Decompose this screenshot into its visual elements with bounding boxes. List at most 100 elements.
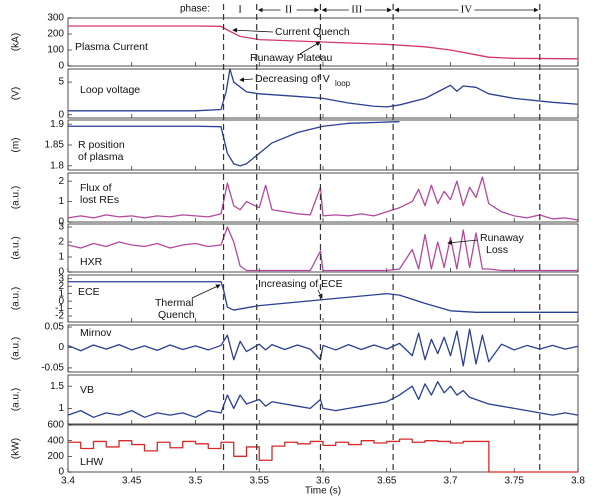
- y-axis-label: (kW): [11, 438, 22, 459]
- x-tick-label: 3.45: [122, 476, 142, 487]
- y-axis-label: (m): [11, 138, 22, 153]
- panel-frame: [67, 119, 579, 171]
- data-line: [68, 25, 579, 60]
- data-line: [67, 381, 579, 418]
- y-tick-label: 1: [58, 288, 64, 299]
- y-tick-label: 1.9: [50, 119, 64, 130]
- annotation: Current Quench: [275, 26, 350, 38]
- y-tick-label: -1: [55, 303, 64, 314]
- y-tick-label: 0.05: [45, 322, 65, 333]
- y-tick-label: -0.05: [41, 363, 64, 374]
- annotation: R position: [78, 139, 125, 151]
- annotation: VB: [80, 384, 94, 396]
- panel: (kA) 0 100 200 300 Plasma Current Current Quen…: [11, 13, 579, 72]
- annotation-arrow: [447, 239, 479, 245]
- y-tick-label: 200: [47, 29, 64, 40]
- y-tick-label: -2: [55, 311, 64, 322]
- data-line: [68, 121, 400, 167]
- annotation: Loss: [486, 244, 508, 256]
- y-tick-label: 300: [47, 13, 64, 24]
- y-axis-label: (a.u.): [11, 287, 22, 310]
- y-tick-label: 0: [58, 467, 64, 478]
- phase-name: I: [238, 4, 242, 16]
- data-line: [68, 68, 579, 112]
- y-axis-label: (kA): [11, 33, 22, 51]
- annotation: Thermal: [155, 297, 194, 309]
- data-line: [68, 281, 578, 313]
- y-tick-label: 1.5: [50, 381, 64, 392]
- y-tick-label: 2: [58, 237, 64, 248]
- annotation: ECE: [78, 286, 100, 298]
- y-tick-label: 600: [47, 420, 64, 431]
- y-tick-label: 1: [58, 252, 64, 263]
- y-tick-label: 0: [58, 217, 64, 228]
- y-tick-label: 2: [58, 176, 64, 187]
- annotation-arrow: [191, 284, 221, 299]
- annotation: LHW: [80, 456, 103, 468]
- annotation: Quench: [158, 309, 195, 321]
- y-axis-label: (a.u.): [11, 186, 22, 209]
- annotation: HXR: [80, 256, 103, 268]
- panel: (V) 0 5 Loop voltage Decreasing of V loop: [11, 68, 579, 120]
- y-tick-label: 3: [58, 222, 64, 233]
- phase-name: III: [351, 4, 362, 16]
- y-axis-label: (a.u.): [11, 236, 22, 259]
- annotation: Mirnov: [80, 327, 112, 339]
- x-tick-label: 3.65: [377, 476, 397, 487]
- annotation: Runaway Plateau: [250, 52, 332, 64]
- annotation: of plasma: [78, 151, 124, 163]
- y-tick-label: 3: [58, 273, 64, 284]
- data-line: [67, 176, 579, 221]
- annotation-arrow: [239, 77, 254, 83]
- panel: (a.u.) 1 1.5 VB: [11, 374, 579, 425]
- x-tick-label: 3.55: [250, 476, 270, 487]
- y-tick-label: 0: [58, 61, 64, 72]
- y-tick-label: 0: [58, 342, 64, 353]
- annotation-subscript: loop: [335, 79, 351, 88]
- phase-name: IV: [461, 4, 473, 16]
- y-tick-label: 1: [58, 403, 64, 414]
- annotation: Flux of: [80, 182, 112, 194]
- y-axis-label: (V): [11, 87, 22, 100]
- annotation-arrow: [299, 41, 321, 55]
- annotation: Plasma Current: [75, 41, 148, 53]
- x-tick-label: 3.5: [189, 476, 203, 487]
- x-tick-label: 3.4: [61, 476, 75, 487]
- annotation: Increasing of ECE: [258, 278, 343, 290]
- y-tick-label: 0: [58, 109, 64, 120]
- y-tick-label: 2: [58, 281, 64, 292]
- annotation: Runaway: [480, 232, 525, 244]
- y-tick-label: 1.8: [50, 160, 64, 171]
- y-tick-label: 1: [58, 196, 64, 207]
- x-tick-label: 3.75: [505, 476, 525, 487]
- x-axis-label: Time (s): [305, 486, 341, 497]
- x-tick-label: 3.8: [571, 476, 585, 487]
- y-tick-label: 400: [47, 435, 64, 446]
- panel: (a.u.) -0.05 0 0.05 Mirnov: [11, 322, 579, 374]
- y-tick-label: 0: [58, 267, 64, 278]
- data-line: [67, 226, 578, 272]
- data-line: [67, 328, 579, 367]
- phase-name: II: [285, 4, 293, 16]
- annotation: Loop voltage: [80, 84, 140, 96]
- y-tick-label: 5: [58, 77, 64, 88]
- y-axis-label: (a.u.): [11, 337, 22, 360]
- phase-label: phase:: [180, 4, 210, 15]
- annotation: Decreasing of V: [255, 73, 330, 85]
- y-tick-label: 100: [47, 45, 64, 56]
- x-tick-label: 3.6: [316, 476, 330, 487]
- y-tick-label: 0: [58, 296, 64, 307]
- annotation-arrow: [232, 27, 274, 33]
- y-tick-label: 1.85: [45, 140, 65, 151]
- y-axis-label: (a.u.): [11, 388, 22, 411]
- x-tick-label: 3.7: [444, 476, 458, 487]
- annotation: lost REs: [80, 194, 119, 206]
- data-line: [68, 438, 578, 473]
- panel: (kW) 0 200 400 600 3.4 3.45 3.5 3.55 3.6 3.65 3.7 3.…: [11, 420, 586, 487]
- y-tick-label: 200: [47, 451, 64, 462]
